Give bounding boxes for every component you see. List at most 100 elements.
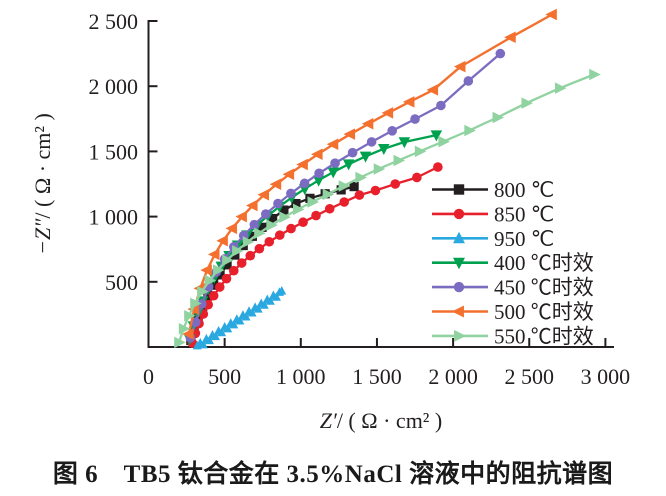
data-marker <box>464 124 476 137</box>
data-marker <box>274 230 285 240</box>
figure-caption: 图 6 TB5 钛合金在 3.5%NaCl 溶液中的阻抗谱图 <box>52 461 614 488</box>
data-marker <box>322 188 335 201</box>
data-marker <box>174 336 186 349</box>
data-marker <box>264 236 275 247</box>
data-marker <box>347 147 358 158</box>
data-marker <box>273 198 283 209</box>
data-marker <box>279 205 289 215</box>
x-axis-label: Z′/ ( Ω · cm² ) <box>320 408 442 433</box>
data-marker <box>184 309 196 322</box>
series-6 <box>174 68 601 349</box>
data-marker <box>277 286 287 295</box>
data-marker <box>203 291 213 301</box>
data-marker <box>197 299 207 309</box>
data-marker <box>398 137 411 149</box>
y-tick-label: 1 500 <box>89 139 139 164</box>
data-marker <box>293 203 305 216</box>
data-marker <box>246 199 258 212</box>
data-marker <box>354 190 365 200</box>
data-marker <box>204 274 217 287</box>
data-marker <box>247 231 257 241</box>
data-marker <box>286 223 296 234</box>
legend-marker <box>453 257 465 270</box>
data-marker <box>222 254 234 267</box>
x-tick-label: 500 <box>208 364 241 389</box>
data-marker <box>521 97 533 109</box>
data-marker <box>410 114 420 124</box>
data-marker <box>253 304 263 313</box>
data-marker <box>232 245 244 257</box>
data-marker <box>339 197 350 207</box>
data-marker <box>249 219 260 230</box>
data-marker <box>545 8 557 21</box>
data-marker <box>492 111 505 124</box>
data-marker <box>190 297 202 310</box>
data-marker <box>373 163 386 175</box>
legend-item: 850 ℃ <box>432 202 554 226</box>
data-marker <box>314 168 324 179</box>
legend-label: 850 ℃ <box>494 202 554 226</box>
legend-label: 450 ℃时效 <box>494 276 594 300</box>
data-marker <box>359 151 372 163</box>
y-axis-label: −Z″/ ( Ω · cm² ) <box>30 113 55 255</box>
data-marker <box>178 322 191 335</box>
data-marker <box>269 178 282 191</box>
y-tick-label: 500 <box>105 270 138 295</box>
data-marker <box>366 137 377 147</box>
data-marker <box>214 282 225 292</box>
data-marker <box>221 273 232 284</box>
data-marker <box>266 219 278 231</box>
data-marker <box>254 227 266 240</box>
data-marker <box>378 144 390 156</box>
data-marker <box>299 178 310 189</box>
data-marker <box>235 315 245 325</box>
data-marker <box>343 128 356 140</box>
legend-label: 950 ℃ <box>494 227 554 251</box>
series-2 <box>192 286 287 350</box>
data-marker <box>208 248 220 261</box>
data-marker <box>463 76 474 86</box>
legend-marker <box>453 281 465 293</box>
legend-item: 550 ℃时效 <box>432 324 594 348</box>
data-marker <box>349 182 359 192</box>
data-marker <box>412 172 422 183</box>
data-marker <box>298 217 308 228</box>
data-marker <box>208 290 219 301</box>
data-marker <box>381 107 394 119</box>
data-marker <box>311 148 323 161</box>
data-marker <box>433 162 443 172</box>
legend-marker <box>453 231 465 244</box>
legend-label: 500 ℃时效 <box>494 300 594 324</box>
data-marker <box>241 311 251 321</box>
data-marker <box>291 198 301 209</box>
data-marker <box>228 265 239 276</box>
x-tick-label: 3 000 <box>581 364 631 389</box>
data-marker <box>286 188 296 199</box>
data-marker <box>436 100 446 111</box>
legend-marker <box>453 208 465 220</box>
data-marker <box>311 210 321 221</box>
data-marker <box>236 258 247 268</box>
x-tick-label: 1 000 <box>276 364 326 389</box>
data-marker <box>338 180 351 192</box>
data-marker <box>257 188 269 201</box>
data-marker <box>330 158 340 168</box>
data-marker <box>504 31 516 44</box>
data-marker <box>495 48 506 59</box>
data-marker <box>200 264 212 276</box>
data-marker <box>296 158 308 171</box>
data-marker <box>390 179 401 189</box>
data-marker <box>209 280 219 290</box>
data-marker <box>259 300 269 309</box>
data-marker <box>268 213 278 224</box>
legend-marker <box>451 305 464 318</box>
nyquist-impedance-chart: 500 1 000 1 500 2 000 2 500 0 500 1 000 1 500 2 0… <box>30 8 631 433</box>
data-marker <box>198 339 208 349</box>
data-marker <box>387 125 397 136</box>
data-marker <box>282 168 295 180</box>
data-marker <box>197 285 209 298</box>
data-marker <box>430 130 443 142</box>
data-marker <box>370 185 381 196</box>
legend-marker <box>454 329 467 342</box>
data-marker <box>554 82 567 94</box>
